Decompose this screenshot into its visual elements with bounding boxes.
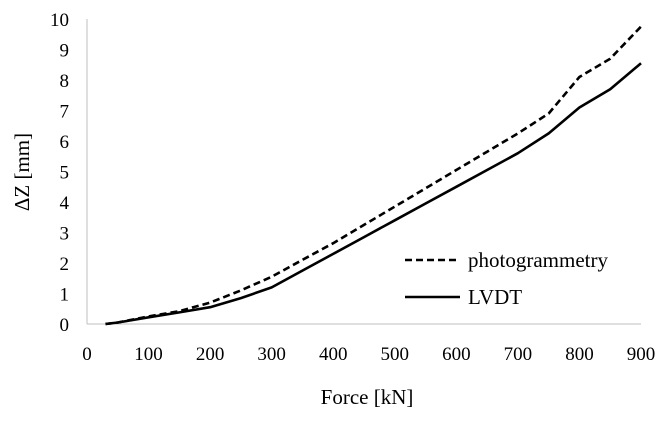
y-tick-label: 7: [60, 102, 70, 123]
x-axis-label: Force [kN]: [321, 385, 414, 409]
y-tick-label: 6: [60, 132, 70, 153]
y-tick-label: 0: [60, 315, 70, 336]
series-line-lvdt: [105, 62, 642, 326]
y-tick-labels: 0 1 2 3 4 5 6 7 8 9 10: [50, 10, 70, 336]
x-tick-label: 100: [134, 344, 163, 365]
legend-label-lvdt: LVDT: [468, 285, 522, 309]
y-tick-label: 1: [60, 285, 70, 306]
x-tick-label: 600: [442, 344, 471, 365]
y-tick-label: 10: [50, 10, 69, 31]
x-tick-label: 300: [257, 344, 286, 365]
x-tick-label: 400: [319, 344, 348, 365]
legend-label-photogrammetry: photogrammetry: [468, 248, 608, 272]
y-axis-label: ΔZ [mm]: [10, 133, 34, 211]
x-tick-label: 500: [381, 344, 410, 365]
x-tick-labels: 0 100 200 300 400 500 600 700 800 900: [82, 344, 655, 365]
x-tick-label: 900: [627, 344, 656, 365]
x-tick-label: 700: [504, 344, 533, 365]
series-lines: [105, 25, 642, 326]
series-line-photogrammetry: [105, 25, 642, 326]
x-tick-label: 200: [196, 344, 225, 365]
y-tick-label: 4: [60, 193, 70, 214]
y-tick-label: 5: [60, 163, 70, 184]
y-tick-label: 9: [60, 41, 70, 62]
y-tick-label: 2: [60, 254, 70, 275]
axes: [86, 19, 641, 325]
y-tick-label: 8: [60, 71, 70, 92]
x-tick-label: 800: [565, 344, 594, 365]
legend: photogrammetry LVDT: [405, 248, 608, 309]
x-tick-label: 0: [82, 344, 92, 365]
y-tick-label: 3: [60, 224, 70, 245]
